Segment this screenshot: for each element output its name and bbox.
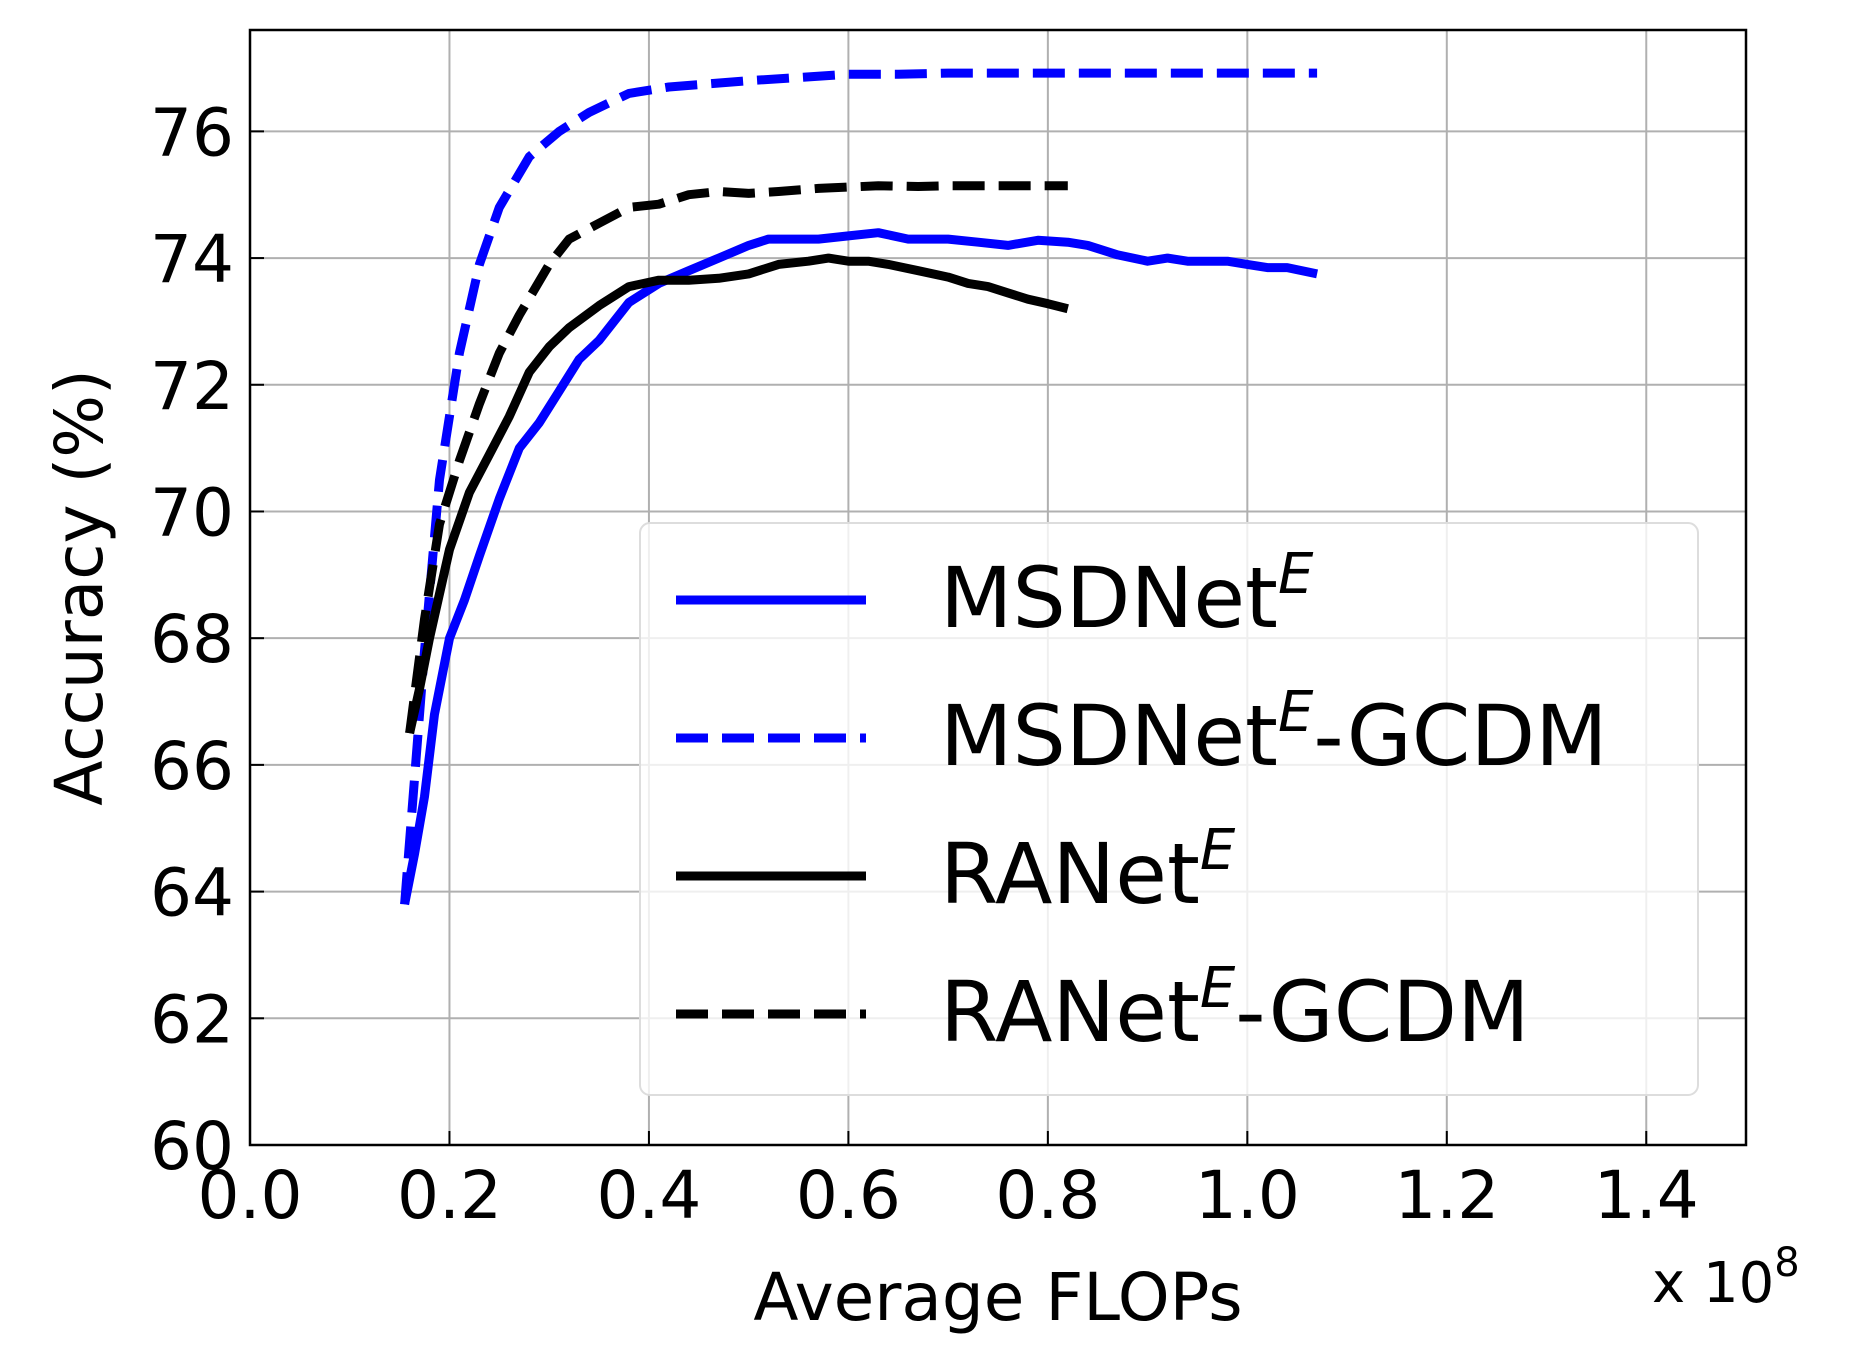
x-axis-multiplier-base: x 10 [1652, 1251, 1774, 1316]
y-tick-label: 70 [150, 474, 234, 551]
legend-label: RANetE-GCDM [940, 956, 1530, 1061]
x-tick-label: 1.4 [1594, 1157, 1699, 1234]
y-tick-label: 76 [150, 94, 234, 171]
x-tick-label: 0.8 [995, 1157, 1100, 1234]
x-tick-label: 0.4 [596, 1157, 701, 1234]
legend-label: MSDNetE [940, 542, 1314, 647]
y-tick-label: 60 [150, 1108, 234, 1185]
series-line-ranete [405, 253, 1069, 735]
series-line-msdnete [400, 228, 1319, 906]
legend: MSDNetE MSDNetE-GCDM RANetE RANetE-GCDM [639, 522, 1699, 1096]
x-tick-label: 0.2 [397, 1157, 502, 1234]
y-axis-label: Accuracy (%) [41, 369, 118, 806]
x-axis-label: Average FLOPs [753, 1259, 1242, 1336]
x-tick-label: 0.6 [796, 1157, 901, 1234]
series-line-ranete-gcdm [405, 181, 1068, 734]
ticks [249, 130, 1648, 1146]
series-line-msdnete-gcdm [400, 68, 1318, 905]
x-tick-label: 1.2 [1394, 1157, 1499, 1234]
y-tick-label: 66 [150, 728, 234, 805]
y-tick-label: 62 [150, 981, 234, 1058]
tick-labels: 0.0 0.2 0.4 0.6 0.8 1.0 1.2 1.4 60 62 64 66 68 70 72 74… [150, 94, 1699, 1234]
x-axis-multiplier: x 108 [1652, 1240, 1800, 1316]
y-tick-label: 74 [150, 221, 234, 298]
x-tick-label: 1.0 [1195, 1157, 1300, 1234]
y-tick-label: 68 [150, 601, 234, 678]
x-tick-label: 0.0 [198, 1157, 303, 1234]
legend-label: RANetE [940, 818, 1236, 923]
series-layer [400, 68, 1319, 906]
legend-entries: MSDNetE MSDNetE-GCDM RANetE RANetE-GCDM [676, 542, 1608, 1061]
legend-box [639, 522, 1699, 1096]
y-tick-label: 64 [150, 855, 234, 932]
y-tick-label: 72 [150, 348, 234, 425]
x-axis-multiplier-exponent: 8 [1774, 1240, 1799, 1286]
axes-frame [248, 28, 1748, 1147]
legend-label: MSDNetE-GCDM [940, 680, 1608, 785]
